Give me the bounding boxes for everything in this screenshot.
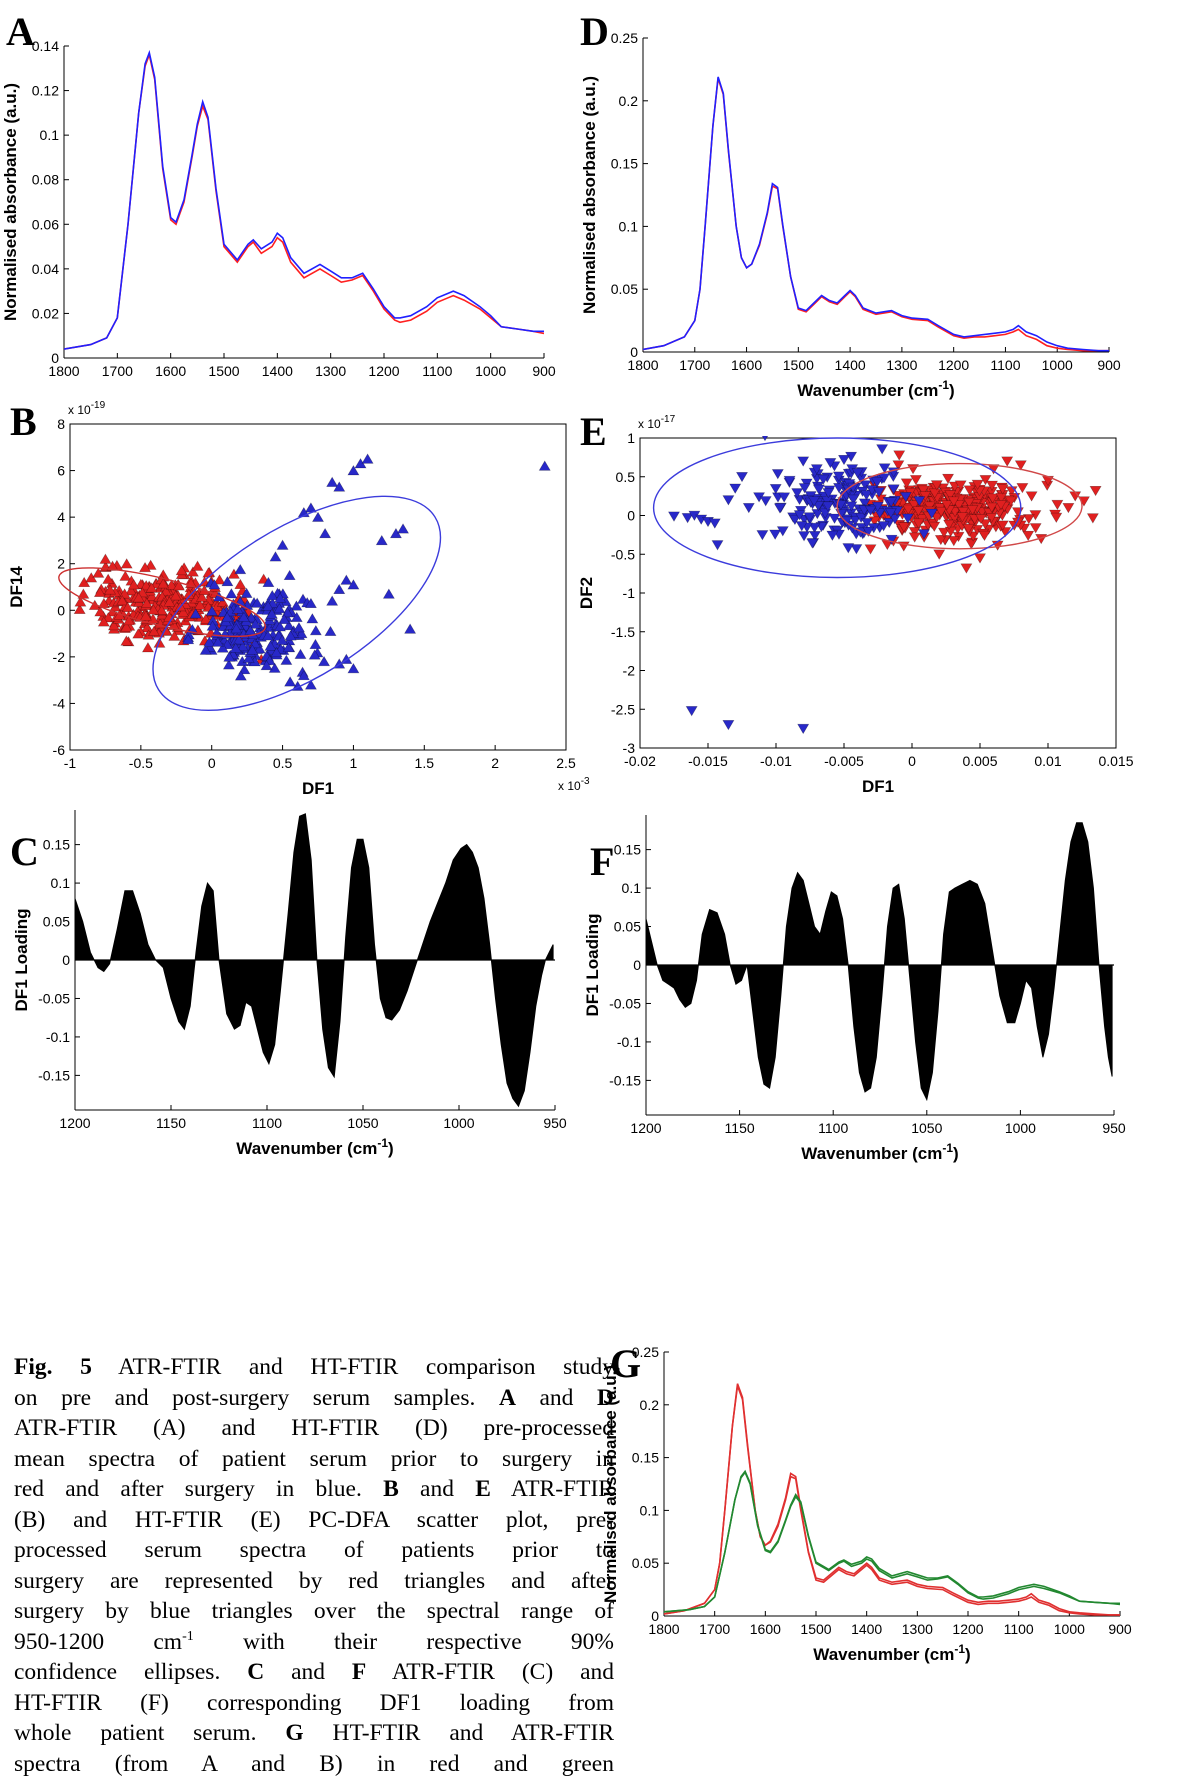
y-tick-label: 0.1 — [640, 1502, 660, 1518]
x-tick-label: 1400 — [851, 1621, 882, 1637]
caption-line: spectra (from A and B) in red and green — [14, 1749, 614, 1779]
x-tick-label: 1300 — [902, 1621, 933, 1637]
x-tick-label: 1500 — [800, 1621, 831, 1637]
y-tick-label: 0.15 — [632, 1450, 659, 1466]
figure-caption: Fig. 5 ATR-FTIR and HT-FTIR comparison s… — [14, 1352, 614, 1779]
caption-bold-text: G — [285, 1720, 303, 1746]
caption-text: HT-FTIR and ATR-FTIR — [304, 1720, 614, 1746]
y-tick-label: 0 — [651, 1608, 659, 1624]
caption-text: mean spectra of patient serum prior to s… — [14, 1446, 614, 1472]
caption-bold-text: A — [499, 1385, 516, 1411]
caption-text: and — [399, 1476, 475, 1502]
caption-line: ATR-FTIR (A) and HT-FTIR (D) pre-process… — [14, 1413, 614, 1444]
caption-text: with their respective 90% — [194, 1629, 614, 1655]
y-tick-label: 0.05 — [632, 1555, 659, 1571]
caption-line: processed serum spectra of patients prio… — [14, 1535, 614, 1566]
x-tick-label: 1100 — [1004, 1621, 1034, 1637]
caption-text: -1 — [182, 1629, 194, 1644]
caption-text: and — [264, 1659, 352, 1685]
caption-text: ATR-FTIR and HT-FTIR comparison study — [92, 1354, 614, 1380]
series-line-1 — [664, 1384, 1120, 1615]
caption-text: 950-1200 cm — [14, 1629, 182, 1655]
caption-line: 950-1200 cm-1 with their respective 90% — [14, 1627, 614, 1658]
x-tick-label: 1200 — [952, 1621, 983, 1637]
caption-line: on pre and post-surgery serum samples. A… — [14, 1383, 614, 1414]
x-tick-label: 1700 — [699, 1621, 730, 1637]
caption-bold-text: F — [352, 1659, 366, 1685]
caption-text: confidence ellipses. — [14, 1659, 247, 1685]
caption-line: Fig. 5 ATR-FTIR and HT-FTIR comparison s… — [14, 1352, 614, 1383]
caption-text: spectra (from A and B) in red and green — [14, 1751, 614, 1777]
caption-text: (B) and HT-FTIR (E) PC-DFA scatter plot,… — [14, 1507, 614, 1533]
caption-line: HT-FTIR (F) corresponding DF1 loading fr… — [14, 1688, 614, 1719]
series-line-2 — [664, 1472, 1120, 1611]
caption-line: red and after surgery in blue. B and E A… — [14, 1474, 614, 1505]
caption-text: HT-FTIR (F) corresponding DF1 loading fr… — [14, 1690, 614, 1716]
caption-bold-text: B — [383, 1476, 399, 1502]
x-tick-label: 1600 — [750, 1621, 781, 1637]
caption-text: surgery by blue triangles over the spect… — [14, 1598, 614, 1624]
x-axis-label: Wavenumber (cm-1) — [813, 1642, 970, 1664]
caption-line: whole patient serum. G HT-FTIR and ATR-F… — [14, 1718, 614, 1749]
x-tick-label: 1000 — [1054, 1621, 1085, 1637]
caption-bold-text: D — [597, 1385, 614, 1411]
x-tick-label: 900 — [1108, 1621, 1132, 1637]
caption-line: mean spectra of patient serum prior to s… — [14, 1444, 614, 1475]
caption-text: surgery are represented by red triangles… — [14, 1568, 614, 1594]
caption-line: surgery by blue triangles over the spect… — [14, 1596, 614, 1627]
caption-text: ATR-FTIR — [491, 1476, 614, 1502]
caption-line: surgery are represented by red triangles… — [14, 1566, 614, 1597]
caption-line: confidence ellipses. C and F ATR-FTIR (C… — [14, 1657, 614, 1688]
caption-text: ATR-FTIR (C) and — [366, 1659, 614, 1685]
caption-text: red and after surgery in blue. — [14, 1476, 383, 1502]
caption-text: whole patient serum. — [14, 1720, 285, 1746]
y-tick-label: 0.2 — [640, 1397, 660, 1413]
caption-bold-text: C — [247, 1659, 264, 1685]
caption-text: processed serum spectra of patients prio… — [14, 1537, 614, 1563]
caption-bold-text: Fig. 5 — [14, 1354, 92, 1380]
caption-text: on pre and post-surgery serum samples. — [14, 1385, 499, 1411]
caption-line: (B) and HT-FTIR (E) PC-DFA scatter plot,… — [14, 1505, 614, 1536]
caption-bold-text: E — [475, 1476, 491, 1502]
caption-text: and — [516, 1385, 597, 1411]
y-tick-label: 0.25 — [632, 1344, 659, 1360]
caption-text: ATR-FTIR (A) and HT-FTIR (D) pre-process… — [14, 1415, 614, 1441]
